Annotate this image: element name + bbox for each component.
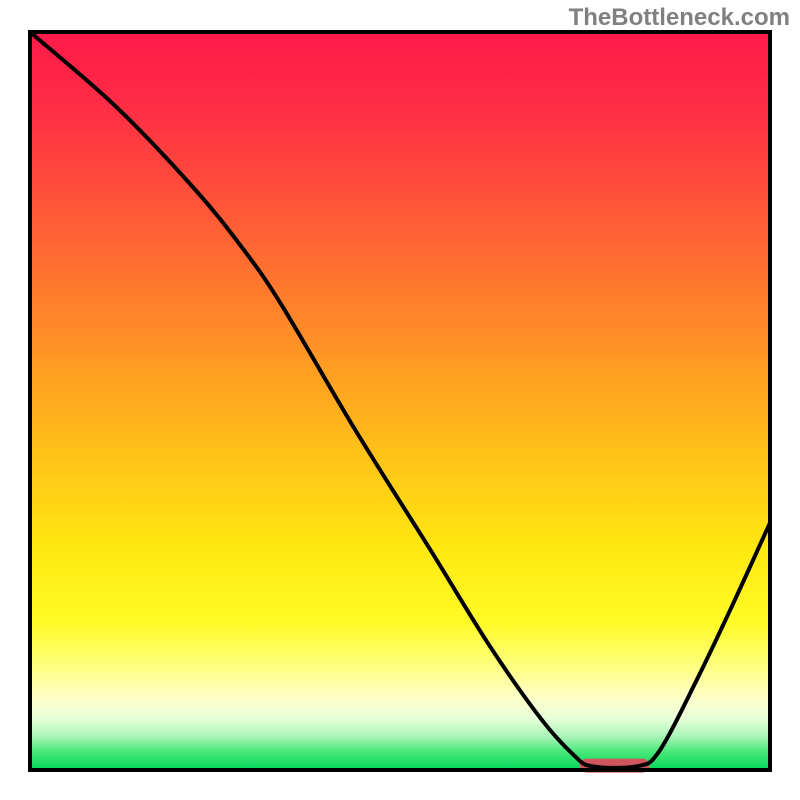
bottleneck-chart xyxy=(0,0,800,800)
gradient-background xyxy=(30,32,770,770)
chart-container: { "watermark": "TheBottleneck.com", "cha… xyxy=(0,0,800,800)
watermark-text: TheBottleneck.com xyxy=(569,4,790,32)
